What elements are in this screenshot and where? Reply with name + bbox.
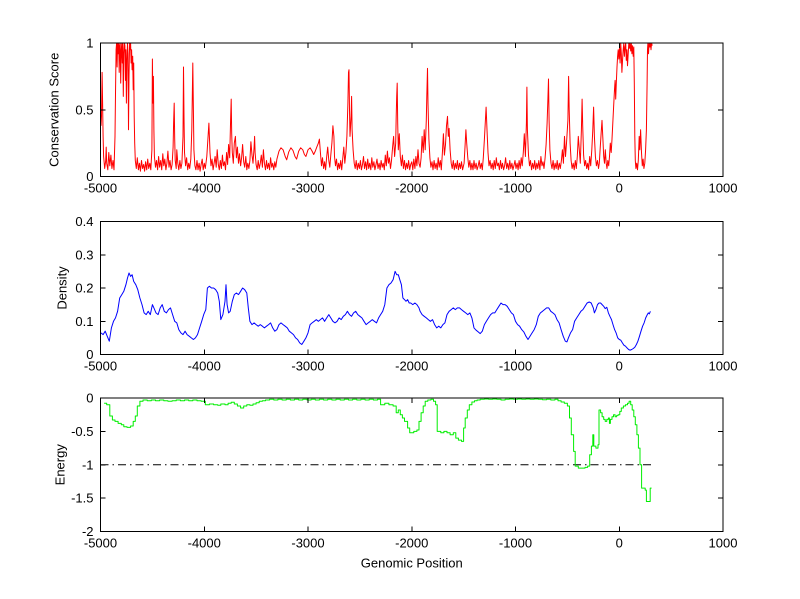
conservation-x-tick-label: -2000 [395,181,428,196]
density-x-tick-label: -3000 [291,359,324,374]
energy-x-tick-label: 0 [616,536,623,551]
energy-x-axis-title: Genomic Position [361,556,463,571]
conservation-x-tick-label: 1000 [709,181,738,196]
energy-x-tick-label: 1000 [709,536,738,551]
density-x-tick-label: -4000 [188,359,221,374]
density-series-line [100,270,651,351]
density-y-tick-label: 0.3 [75,247,93,262]
density-x-tick-label: -2000 [395,359,428,374]
density-y-tick-label: 0 [86,347,93,362]
energy-y-tick-label: 0 [86,391,93,406]
energy-y-tick-label: -0.5 [71,424,93,439]
subplot-conservation: -5000 -4000 -3000 -2000 -1000 0 1000 0 0.5 1 Conse… [47,36,738,196]
conservation-y-tick-label: 0 [86,169,93,184]
energy-x-tick-label: -5000 [84,536,117,551]
density-x-tick-label: -1000 [499,359,532,374]
energy-y-tick-label: -2 [82,524,94,539]
density-y-tick-label: 0.1 [75,314,93,329]
energy-y-tick-label: -1 [82,457,94,472]
density-x-tick-label: -5000 [84,359,117,374]
conservation-y-axis-title: Conservation Score [47,53,62,167]
conservation-x-tick-label: 0 [616,181,623,196]
density-y-tick-label: 0.2 [75,281,93,296]
energy-x-tick-label: -2000 [395,536,428,551]
density-x-tick-label: 0 [616,359,623,374]
density-axes-box [100,221,724,355]
subplot-density: -5000 -4000 -3000 -2000 -1000 0 1000 0 0.1 0.2 0.3… [55,214,738,374]
subplot-energy: -5000 -4000 -3000 -2000 -1000 0 1000 -2 -1.5 -1 -0… [53,391,738,571]
density-y-axis-title: Density [55,266,70,310]
energy-y-axis-title: Energy [53,444,68,486]
conservation-x-tick-label: -4000 [188,181,221,196]
energy-x-tick-label: -4000 [188,536,221,551]
density-y-tick-label: 0.4 [75,214,93,229]
conservation-y-tick-label: 0.5 [75,102,93,117]
conservation-series-line [100,42,653,172]
density-x-tick-label: 1000 [709,359,738,374]
conservation-x-tick-label: -1000 [499,181,532,196]
conservation-y-tick-label: 1 [86,36,93,51]
energy-x-tick-label: -3000 [291,536,324,551]
energy-series-line [104,398,652,502]
conservation-x-tick-label: -5000 [84,181,117,196]
conservation-x-tick-label: -3000 [291,181,324,196]
energy-x-tick-label: -1000 [499,536,532,551]
energy-y-tick-label: -1.5 [71,491,93,506]
